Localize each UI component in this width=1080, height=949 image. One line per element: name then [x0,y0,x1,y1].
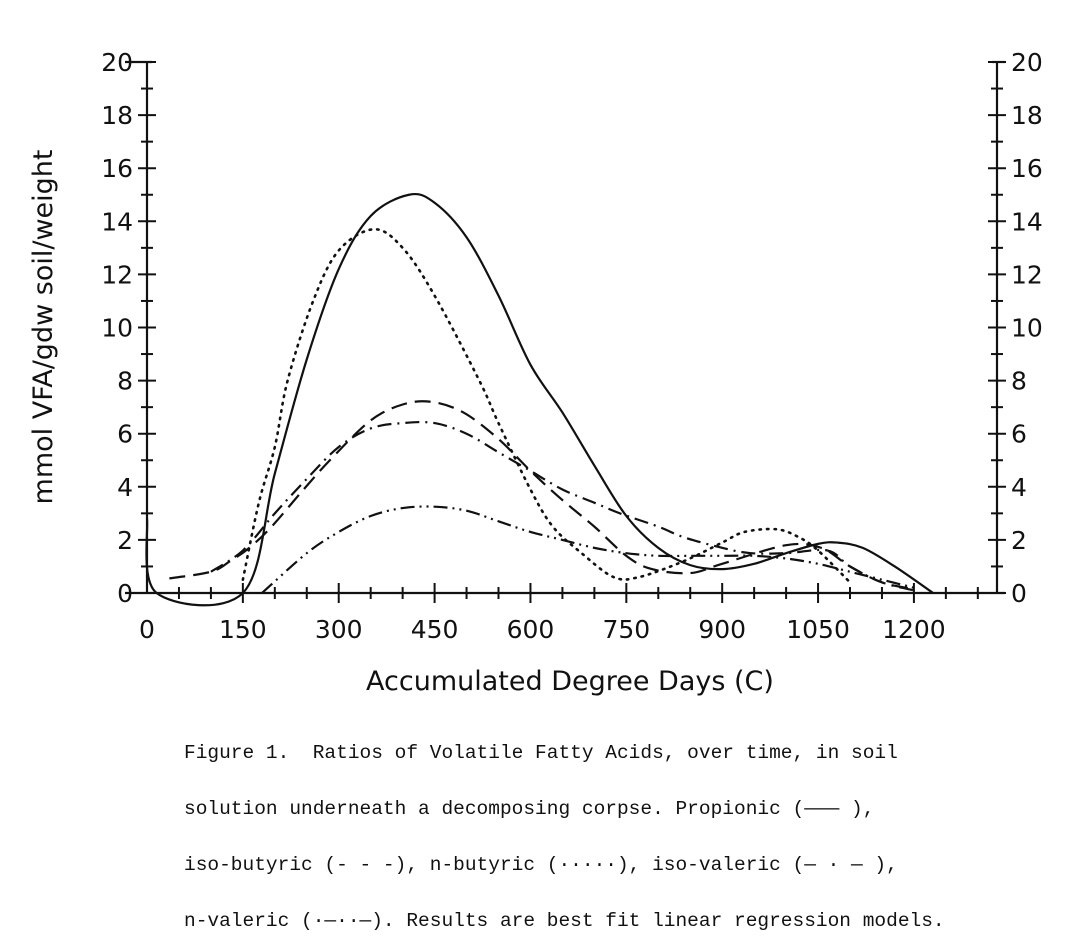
x-axis-title: Accumulated Degree Days (C) [366,666,774,697]
y-tick-label-right: 12 [1011,260,1043,289]
y-axis-title: mmol VFA/gdw soil/weight [28,150,59,505]
y-tick-label-right: 8 [1011,367,1027,396]
x-tick-label: 450 [411,615,459,644]
x-tick-label: 150 [219,615,267,644]
y-tick-label-right: 20 [1011,48,1043,77]
caption-line: solution underneath a decomposing corpse… [184,797,875,820]
x-tick-label: 600 [507,615,555,644]
y-tick-label-right: 0 [1011,579,1027,608]
figure-caption: Figure 1. Ratios of Volatile Fatty Acids… [184,707,945,949]
series-line-n-valeric [261,505,915,594]
y-tick-label-right: 10 [1011,314,1043,343]
y-tick-label-left: 20 [101,48,133,77]
y-tick-label-left: 6 [117,420,133,449]
x-tick-label: 300 [315,615,363,644]
y-tick-label-left: 0 [117,579,133,608]
y-tick-label-left: 12 [101,260,133,289]
caption-line: Figure 1. Ratios of Volatile Fatty Acids… [184,742,898,765]
y-tick-label-left: 16 [101,154,133,183]
series-line-n-butyric [241,227,852,584]
y-tick-label-left: 10 [101,314,133,343]
y-tick-label-right: 16 [1011,154,1043,183]
caption-line: n-valeric (·—··—). Results are best fit … [184,909,945,932]
y-tick-label-left: 4 [117,473,133,502]
y-tick-label-right: 6 [1011,420,1027,449]
x-tick-label: 1200 [882,615,946,644]
series-line-propionic [145,192,934,607]
y-tick-label-left: 14 [101,207,133,236]
y-tick-label-right: 14 [1011,207,1043,236]
series-line-iso-valeric [210,420,915,592]
y-tick-label-right: 2 [1011,526,1027,555]
y-tick-label-right: 4 [1011,473,1027,502]
series-line-iso-butyric [169,400,915,591]
x-tick-label: 900 [698,615,746,644]
y-tick-label-left: 2 [117,526,133,555]
x-tick-label: 750 [602,615,650,644]
x-tick-label: 0 [139,615,155,644]
x-tick-label: 1050 [786,615,850,644]
caption-line: iso-butyric (- - -), n-butyric (·····), … [184,853,898,876]
y-tick-label-right: 18 [1011,101,1043,130]
series-lines [145,192,934,607]
y-tick-label-left: 8 [117,367,133,396]
y-tick-label-left: 18 [101,101,133,130]
